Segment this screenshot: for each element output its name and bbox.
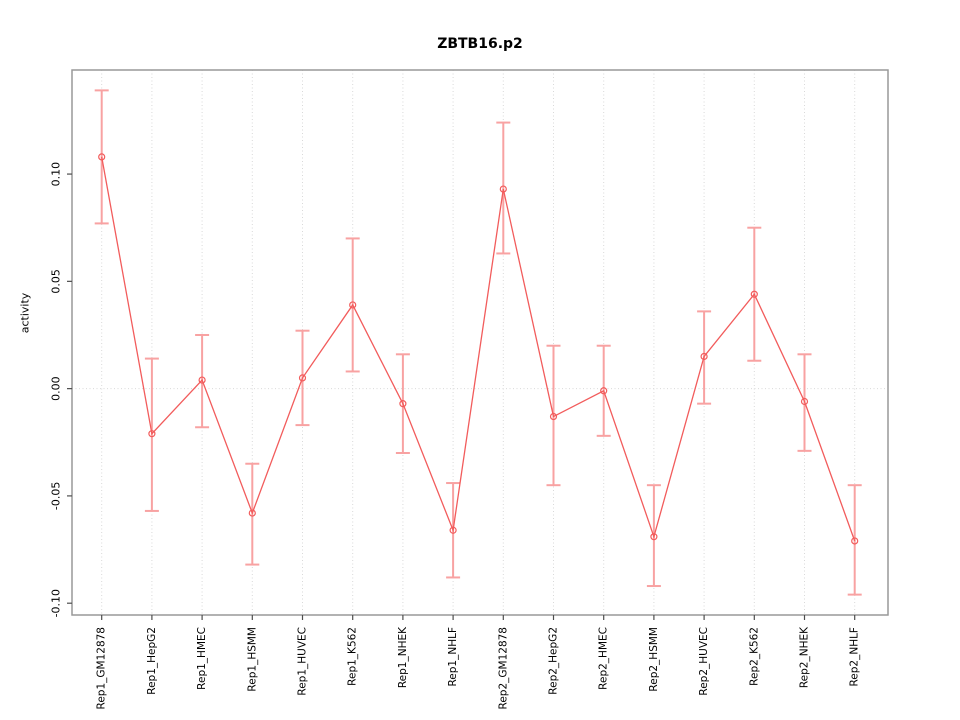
x-category-label: Rep2_HMEC [598, 627, 610, 690]
data-point [700, 352, 708, 361]
x-category-label: Rep2_HepG2 [548, 627, 560, 695]
x-category-label: Rep1_HSMM [246, 627, 258, 692]
data-point [549, 412, 558, 421]
data-point [800, 397, 809, 406]
y-axis-title: activity [18, 292, 32, 334]
y-tick-label: 0.05 [50, 269, 63, 294]
x-category-label: Rep1_HepG2 [146, 627, 158, 695]
x-category-label: Rep1_NHLF [447, 627, 459, 687]
y-tick-label: -0.05 [50, 482, 63, 510]
y-tick-label: 0.10 [50, 162, 63, 187]
data-point [750, 290, 758, 298]
y-tick-label: -0.10 [50, 589, 63, 617]
data-point [198, 376, 206, 384]
x-category-label: Rep1_NHEK [397, 626, 409, 688]
x-category-label: Rep2_GM12878 [497, 627, 509, 709]
chart-title: ZBTB16.p2 [437, 36, 523, 52]
series-line [101, 156, 856, 542]
data-point [650, 533, 658, 541]
plot-frame [71, 69, 889, 616]
x-category-label: Rep1_K562 [347, 627, 359, 686]
data-point [499, 185, 507, 193]
x-category-label: Rep2_K562 [748, 627, 760, 686]
data-point [600, 387, 608, 395]
data-point [449, 526, 457, 534]
x-category-label: Rep2_HSMM [648, 627, 660, 692]
data-point [399, 400, 407, 408]
y-tick-label: 0.00 [50, 376, 63, 401]
x-category-label: Rep1_GM12878 [96, 627, 108, 709]
data-point [98, 153, 106, 161]
x-category-label: Rep2_NHLF [849, 627, 861, 687]
x-category-label: Rep1_HUVEC [297, 627, 309, 696]
data-point [349, 301, 357, 309]
x-category-label: Rep2_HUVEC [698, 627, 710, 696]
data-point [148, 430, 156, 438]
data-point [248, 509, 256, 517]
data-point [851, 537, 859, 545]
data-point [298, 374, 307, 382]
x-category-label: Rep1_HMEC [196, 627, 208, 690]
x-category-label: Rep2_NHEK [799, 626, 811, 688]
